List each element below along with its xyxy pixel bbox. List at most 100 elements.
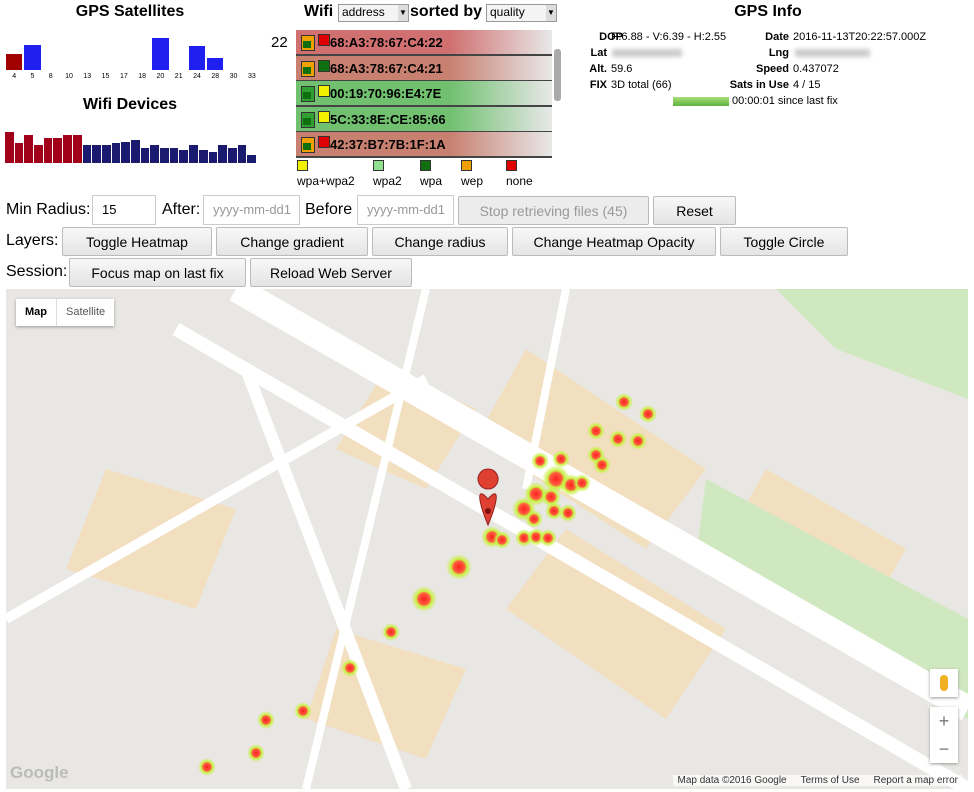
map-type-control: Map Satellite — [16, 299, 115, 326]
device-bar — [227, 148, 237, 163]
satellite-bar — [207, 58, 224, 70]
wifi-entry[interactable]: 68:A3:78:67:C4:21 — [296, 55, 552, 82]
heat-spot — [552, 450, 570, 468]
satellite-label: 4 — [12, 73, 17, 80]
scroll-thumb[interactable] — [554, 49, 561, 101]
scrollbar[interactable] — [553, 33, 562, 155]
legend-label: wpa2 — [373, 174, 402, 188]
after-placeholder: yyyy-mm-dd1 — [213, 202, 292, 217]
alt-value: 59.6 — [611, 63, 633, 75]
button-label: Focus map on last fix — [91, 264, 224, 281]
heat-spot — [541, 487, 561, 507]
heat-spot — [198, 758, 216, 776]
report-link[interactable]: Report a map error — [873, 775, 958, 786]
map-data: Map data ©2016 Google — [677, 775, 787, 786]
sorted-by-label: sorted by — [410, 3, 483, 20]
button-label: Toggle Circle — [743, 233, 825, 250]
terms-link[interactable]: Terms of Use — [800, 775, 860, 786]
zoom-control: + − — [930, 707, 958, 763]
session-button[interactable]: Reload Web Server — [250, 258, 412, 287]
device-bar — [179, 150, 189, 163]
legend-label: wpa+wpa2 — [297, 174, 355, 188]
sort-order-select[interactable]: quality ▼ — [486, 4, 557, 22]
map-tab[interactable]: Map — [25, 306, 47, 318]
fix-label: FIX — [589, 79, 607, 91]
satellite-bar — [6, 54, 23, 70]
wifi-entry[interactable]: 00:19:70:96:E4:7E — [296, 81, 552, 108]
icon-inner — [303, 117, 311, 125]
button-label: Toggle Heatmap — [86, 233, 188, 250]
device-bar — [198, 150, 208, 163]
button-label: Change Heatmap Opacity — [533, 233, 695, 250]
session-button[interactable]: Focus map on last fix — [69, 258, 246, 287]
pegman[interactable] — [930, 669, 958, 697]
device-bar — [218, 145, 227, 163]
lng-label: Lng — [768, 47, 789, 59]
heatmap — [198, 393, 657, 776]
heat-spot — [539, 529, 557, 547]
layer-button[interactable]: Toggle Circle — [720, 227, 848, 256]
min-radius-input[interactable]: 15 — [92, 195, 156, 225]
wifi-entry[interactable]: 5C:33:8E:CE:85:66 — [296, 106, 552, 133]
dropdown-arrow: ▼ — [546, 5, 556, 21]
heat-spot — [493, 531, 511, 549]
layer-button[interactable]: Change radius — [372, 227, 508, 256]
wifi-entry[interactable]: 42:37:B7:7B:1F:1A — [296, 132, 552, 159]
zoom-in[interactable]: + — [938, 711, 950, 731]
sort-field-select[interactable]: address ▼ — [338, 4, 409, 22]
layer-button[interactable]: Change gradient — [216, 227, 368, 256]
reset-button[interactable]: Reset — [653, 196, 736, 225]
speed-label: Speed — [755, 63, 789, 75]
roads — [6, 289, 968, 789]
layer-button[interactable]: Toggle Heatmap — [62, 227, 212, 256]
heat-spot — [573, 474, 591, 492]
device-bar — [5, 132, 14, 163]
button-label: Reload Web Server — [270, 264, 392, 281]
device-bar — [247, 155, 256, 163]
pegman-icon — [940, 675, 948, 691]
heat-spot — [587, 422, 605, 440]
wifi-device-chart — [5, 125, 261, 165]
stop-button-label: Stop retrieving files (45) — [479, 202, 628, 219]
legend-item: wpa+wpa2 — [297, 160, 355, 188]
device-bar — [140, 148, 150, 163]
after-label: After: — [162, 201, 201, 218]
icon-inner — [303, 41, 311, 48]
heat-spot — [609, 430, 627, 448]
heat-spot — [545, 502, 563, 520]
satellite-label: 30 — [229, 73, 238, 80]
marker[interactable] — [477, 468, 499, 527]
legend-label: none — [506, 174, 533, 188]
mac-address: 42:37:B7:7B:1F:1A — [330, 137, 446, 153]
zoom-out[interactable]: − — [938, 739, 950, 759]
device-bar — [237, 145, 247, 163]
sort-order: quality — [490, 5, 525, 19]
wifi-entry[interactable]: 68:A3:78:67:C4:22 — [296, 30, 552, 56]
map[interactable]: Map Satellite Google + − Map data ©2016 G… — [6, 289, 968, 789]
layers-label: Layers: — [6, 232, 59, 249]
before-input[interactable]: yyyy-mm-dd1 — [357, 195, 454, 225]
icon-inner — [303, 92, 311, 100]
after-input[interactable]: yyyy-mm-dd1 — [203, 195, 300, 225]
satellite-label: 28 — [211, 73, 220, 80]
satellite-bar — [152, 38, 169, 70]
map-canvas — [6, 289, 968, 789]
satellite-label: 10 — [65, 73, 73, 80]
heat-spot — [294, 702, 312, 720]
mac-address: 00:19:70:96:E4:7E — [330, 86, 442, 102]
satellite-label: 8 — [48, 73, 53, 80]
device-bar — [189, 145, 198, 163]
satellite-label: 24 — [193, 73, 201, 80]
satellite-tab[interactable]: Satellite — [56, 299, 114, 326]
layer-button[interactable]: Change Heatmap Opacity — [512, 227, 716, 256]
heat-spot — [559, 504, 577, 522]
heat-spot — [593, 456, 611, 474]
fix-value: 3D total (66) — [611, 79, 672, 91]
stop-button[interactable]: Stop retrieving files (45) — [458, 196, 649, 225]
google-logo[interactable]: Google — [10, 763, 69, 782]
lat-blurred — [612, 49, 682, 57]
device-bar — [101, 145, 111, 163]
alt-label: Alt. — [589, 63, 607, 75]
legend-label: wpa — [420, 174, 443, 188]
